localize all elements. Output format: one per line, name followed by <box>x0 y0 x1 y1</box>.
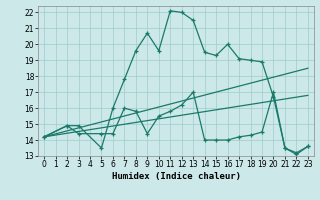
X-axis label: Humidex (Indice chaleur): Humidex (Indice chaleur) <box>111 172 241 181</box>
